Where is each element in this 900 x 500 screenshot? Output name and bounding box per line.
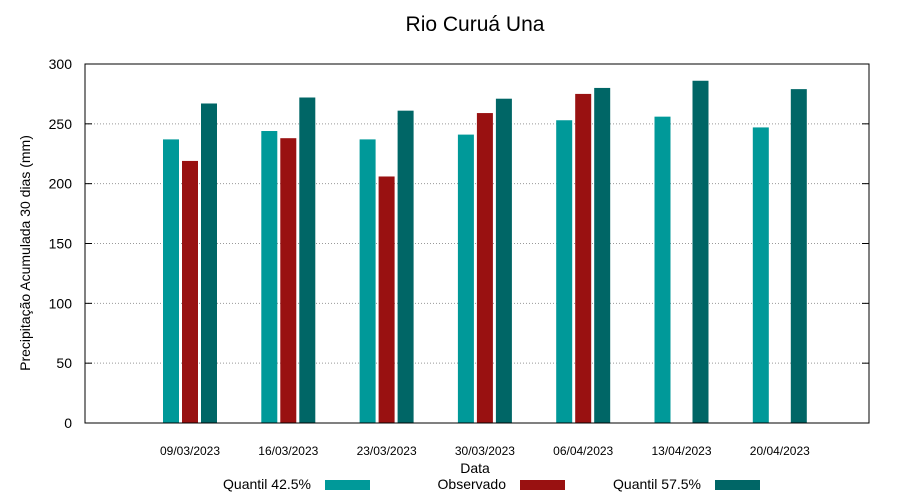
bar	[182, 160, 198, 423]
bar	[201, 103, 217, 424]
x-tick-label: 23/03/2023	[357, 444, 417, 458]
x-tick-label: 06/04/2023	[553, 444, 613, 458]
y-tick-label: 250	[49, 116, 73, 132]
legend-label: Quantil 42.5%	[223, 476, 311, 492]
bar	[476, 113, 493, 424]
chart-title: Rio Curuá Una	[406, 13, 545, 36]
bar	[397, 110, 414, 424]
bar	[299, 97, 316, 424]
bars	[163, 80, 807, 424]
x-tick-label: 20/04/2023	[750, 444, 810, 458]
legend-swatch	[325, 480, 370, 490]
x-axis-label: Data	[460, 460, 490, 476]
x-tick-label: 16/03/2023	[258, 444, 318, 458]
y-tick-label: 300	[49, 56, 73, 72]
bar	[359, 139, 376, 423]
bar	[378, 176, 395, 423]
y-tick-label: 200	[49, 176, 73, 192]
legend-swatch	[520, 480, 565, 490]
x-axis-ticks: 09/03/2023 16/03/2023 23/03/2023 30/03/2023…	[160, 444, 810, 458]
bar	[280, 138, 297, 423]
bar	[594, 87, 611, 423]
bar	[163, 139, 179, 423]
bar	[495, 98, 512, 423]
legend-swatch	[715, 480, 760, 490]
bar	[752, 127, 769, 423]
bar	[261, 131, 278, 423]
y-tick-label: 50	[56, 355, 72, 371]
legend: Quantil 42.5% Observado Quantil 57.5%	[223, 476, 760, 492]
x-tick-label: 09/03/2023	[160, 444, 220, 458]
y-axis-ticks: 0 50 100 150 200 250 300	[49, 56, 869, 431]
x-tick-label: 30/03/2023	[455, 444, 515, 458]
bar	[654, 116, 671, 424]
y-tick-label: 100	[49, 295, 73, 311]
legend-label: Observado	[438, 476, 507, 492]
bar	[790, 89, 807, 423]
bar	[692, 80, 709, 424]
y-tick-label: 150	[49, 236, 73, 252]
bar	[575, 93, 592, 424]
legend-label: Quantil 57.5%	[613, 476, 701, 492]
bar	[457, 134, 474, 423]
x-tick-label: 13/04/2023	[651, 444, 711, 458]
y-axis-label: Precipitação Acumulada 30 dias (mm)	[17, 135, 33, 371]
y-tick-label: 0	[64, 415, 72, 431]
bar	[556, 120, 573, 423]
